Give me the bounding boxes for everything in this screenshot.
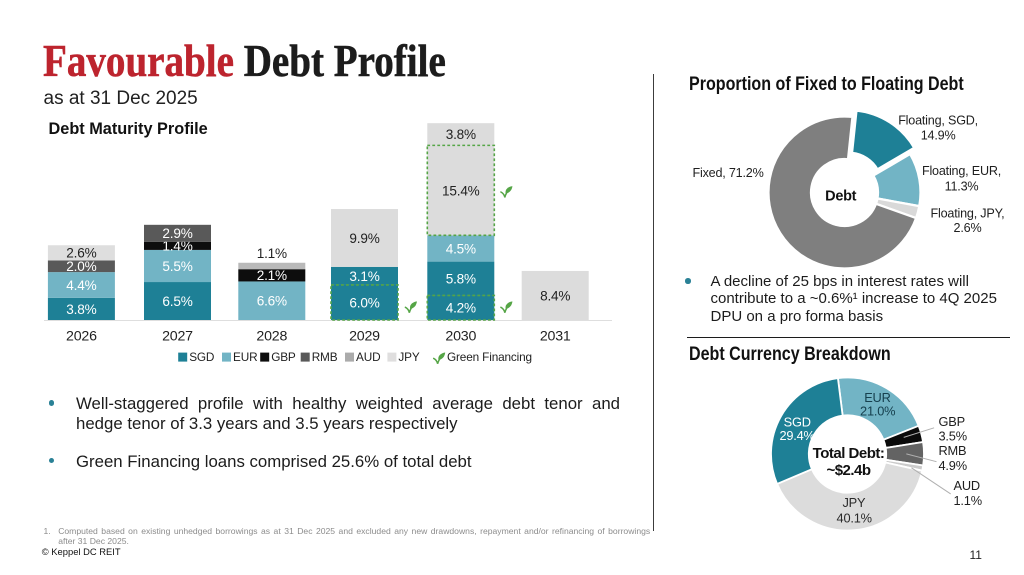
svg-text:2.0%: 2.0% (66, 259, 96, 274)
svg-text:RMB: RMB (312, 350, 338, 364)
svg-text:JPY: JPY (398, 350, 419, 364)
svg-text:6.6%: 6.6% (257, 294, 287, 309)
svg-text:2026: 2026 (66, 329, 97, 345)
svg-text:Total Debt:: Total Debt: (813, 445, 885, 462)
svg-text:2.6%: 2.6% (954, 221, 982, 235)
svg-text:2030: 2030 (445, 329, 476, 345)
svg-text:9.9%: 9.9% (349, 231, 379, 246)
svg-text:8.4%: 8.4% (540, 288, 570, 303)
svg-text:5.5%: 5.5% (162, 259, 192, 274)
svg-text:4.2%: 4.2% (446, 301, 476, 316)
svg-text:RMB: RMB (939, 443, 967, 458)
svg-text:Fixed, 71.2%: Fixed, 71.2% (692, 166, 763, 180)
svg-text:AUD: AUD (356, 350, 380, 364)
svg-text:JPY: JPY (842, 495, 866, 510)
svg-text:15.4%: 15.4% (442, 183, 480, 198)
svg-text:EUR: EUR (864, 390, 890, 405)
svg-text:1.4%: 1.4% (162, 239, 192, 254)
svg-text:29.4%: 29.4% (779, 428, 814, 443)
svg-text:Floating, EUR,: Floating, EUR, (922, 164, 1001, 178)
svg-text:3.8%: 3.8% (66, 302, 96, 317)
svg-text:2.9%: 2.9% (162, 226, 192, 241)
svg-text:2031: 2031 (540, 329, 571, 345)
svg-text:~$2.4b: ~$2.4b (826, 462, 870, 479)
svg-text:Floating, JPY,: Floating, JPY, (931, 206, 1005, 220)
svg-text:SGD: SGD (189, 350, 214, 364)
svg-text:2028: 2028 (256, 329, 287, 345)
svg-text:AUD: AUD (954, 478, 980, 493)
svg-text:SGD: SGD (784, 415, 811, 430)
svg-text:3.8%: 3.8% (446, 127, 476, 142)
svg-text:EUR: EUR (233, 350, 257, 364)
svg-text:2029: 2029 (349, 329, 380, 345)
svg-text:14.9%: 14.9% (921, 129, 956, 143)
svg-text:5.8%: 5.8% (446, 271, 476, 286)
svg-text:Green Financing: Green Financing (447, 350, 532, 364)
svg-text:3.5%: 3.5% (939, 428, 967, 443)
svg-text:2.6%: 2.6% (66, 246, 96, 261)
svg-text:Debt: Debt (825, 188, 856, 204)
svg-text:1.1%: 1.1% (954, 493, 982, 508)
svg-text:11.3%: 11.3% (945, 179, 979, 193)
svg-text:40.1%: 40.1% (837, 510, 872, 525)
svg-text:2.1%: 2.1% (257, 268, 287, 283)
svg-text:3.1%: 3.1% (349, 269, 379, 284)
svg-text:6.0%: 6.0% (349, 295, 379, 310)
svg-text:GBP: GBP (939, 414, 965, 429)
svg-text:Floating, SGD,: Floating, SGD, (898, 114, 978, 128)
svg-text:4.9%: 4.9% (939, 458, 967, 473)
svg-text:GBP: GBP (271, 350, 296, 364)
svg-text:21.0%: 21.0% (860, 403, 895, 418)
svg-text:4.5%: 4.5% (446, 241, 476, 256)
svg-text:6.5%: 6.5% (162, 294, 192, 309)
svg-text:1.1%: 1.1% (257, 246, 287, 261)
svg-text:2027: 2027 (162, 329, 193, 345)
svg-text:4.4%: 4.4% (66, 278, 96, 293)
